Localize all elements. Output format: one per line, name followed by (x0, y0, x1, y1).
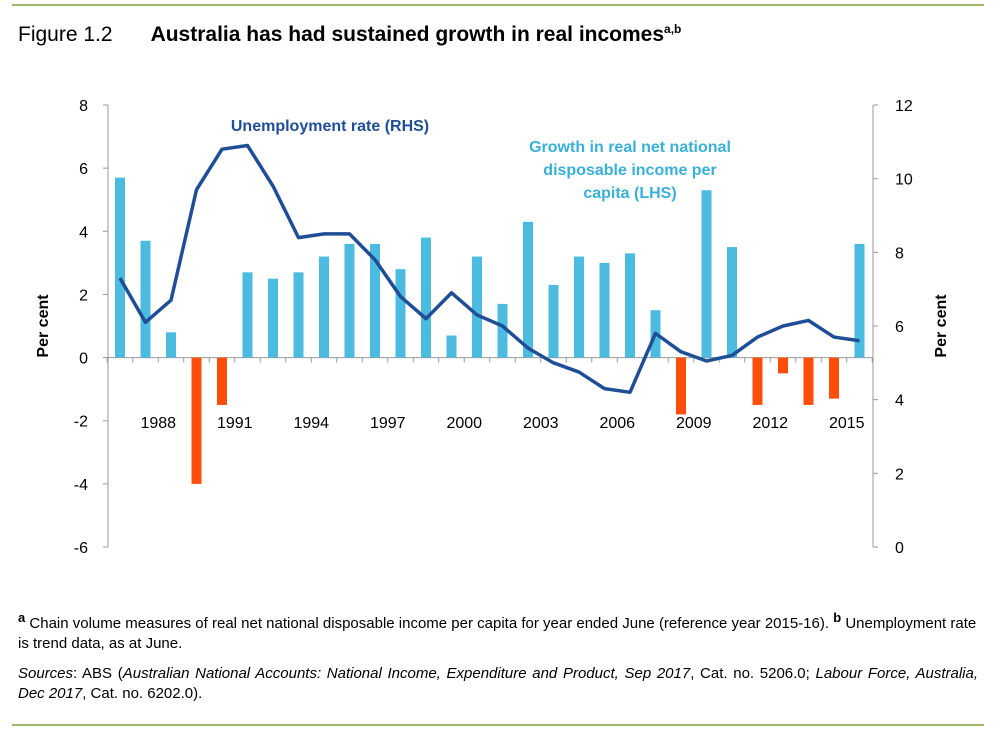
note-b: Unemployment rate is trend data, as at J… (18, 615, 977, 652)
bar-2002 (497, 303, 508, 358)
income-series-label: disposable income per (543, 162, 716, 179)
note-a: Chain volume measures of real net nation… (25, 615, 834, 632)
y-tick-label: 0 (79, 351, 88, 368)
sources-text: , Cat. no. 5206.0; (690, 665, 816, 682)
bar-2011 (727, 247, 737, 358)
notes: a Chain volume measures of real net nati… (18, 608, 978, 704)
x-tick-label: 2003 (523, 415, 559, 432)
y-tick-label: 4 (79, 224, 88, 241)
x-tick-label: 1997 (370, 415, 406, 432)
note-a-mark: a (18, 610, 26, 625)
x-tick-label: 1988 (140, 415, 176, 432)
y2-tick-label: 12 (895, 98, 913, 115)
sources-label: Sources (18, 665, 74, 682)
bar-2007 (625, 253, 635, 358)
note-b-mark: b (833, 610, 842, 625)
top-rule (12, 4, 984, 6)
y-tick-label: 6 (79, 161, 88, 178)
bar-2014 (803, 357, 814, 405)
sources-text: : ABS ( (73, 665, 123, 682)
bar-2010 (701, 190, 712, 358)
bar-2009 (676, 357, 686, 415)
bar-2012 (752, 357, 763, 405)
bar-2005 (574, 256, 584, 358)
bar-1989 (166, 332, 176, 358)
bar-1994 (293, 272, 304, 358)
source-title-1: Australian National Accounts: National I… (122, 665, 691, 682)
y2-tick-label: 0 (895, 540, 904, 557)
income-series-label: capita (LHS) (583, 185, 676, 202)
x-tick-label: 1991 (217, 415, 253, 432)
y-axis-label: Per cent (35, 294, 52, 358)
y-tick-label: -4 (74, 477, 88, 494)
y2-tick-label: 4 (895, 393, 904, 410)
x-tick-label: 2006 (599, 415, 635, 432)
bar-2000 (446, 335, 457, 358)
x-tick-label: 2009 (676, 415, 712, 432)
y2-tick-label: 8 (895, 245, 904, 262)
chart-title: Australia has had sustained growth in re… (150, 23, 665, 46)
bar-2013 (778, 357, 788, 374)
bar-1987 (115, 177, 125, 358)
x-tick-label: 2015 (829, 415, 865, 432)
bar-1988 (140, 240, 151, 358)
y2-tick-label: 2 (895, 466, 904, 483)
x-tick-label: 2012 (752, 415, 788, 432)
source-title-2: Labour Force, Australia, Dec 2017 (18, 665, 979, 702)
bar-2006 (599, 262, 610, 358)
x-tick-label: 2000 (446, 415, 482, 432)
bar-1991 (217, 357, 227, 405)
income-series-label: Growth in real net national (529, 139, 731, 156)
bar-2015 (829, 357, 839, 399)
bar-1997 (370, 243, 380, 358)
y-tick-label: 2 (79, 287, 88, 304)
bar-1992 (242, 272, 253, 358)
figure-title: Figure 1.2 Australia has had sustained gr… (18, 22, 681, 47)
unemployment-line (118, 143, 860, 395)
sources: Sources: ABS (Australian National Accoun… (18, 664, 978, 704)
bar-2003 (523, 221, 533, 358)
title-superscript: a,b (664, 22, 682, 36)
bar-1995 (319, 256, 329, 358)
y2-tick-label: 6 (895, 319, 904, 336)
bar-1996 (344, 243, 355, 358)
y2-axis-label: Per cent (933, 294, 950, 358)
bar-1990 (191, 357, 202, 484)
bar-2004 (548, 284, 559, 358)
unemployment-series-label: Unemployment rate (RHS) (231, 118, 429, 135)
bar-1998 (395, 269, 406, 358)
sources-text: , Cat. no. 6202.0). (82, 685, 203, 702)
bar-2001 (472, 256, 482, 358)
y-tick-label: -2 (74, 414, 88, 431)
bar-1993 (268, 278, 278, 358)
bottom-rule (12, 724, 984, 726)
bar-1999 (421, 237, 431, 358)
chart: 8 6 4 2 0 -2 -4 -6 12 10 8 6 4 2 0 1988 1991 1994 1997 2000… (35, 98, 950, 557)
y-tick-label: -6 (74, 540, 88, 557)
x-tick-label: 1994 (293, 415, 329, 432)
y2-tick-label: 10 (895, 172, 913, 189)
figure-label: Figure 1.2 (18, 23, 113, 46)
y-tick-label: 8 (79, 98, 88, 115)
bar-2016 (854, 243, 865, 358)
